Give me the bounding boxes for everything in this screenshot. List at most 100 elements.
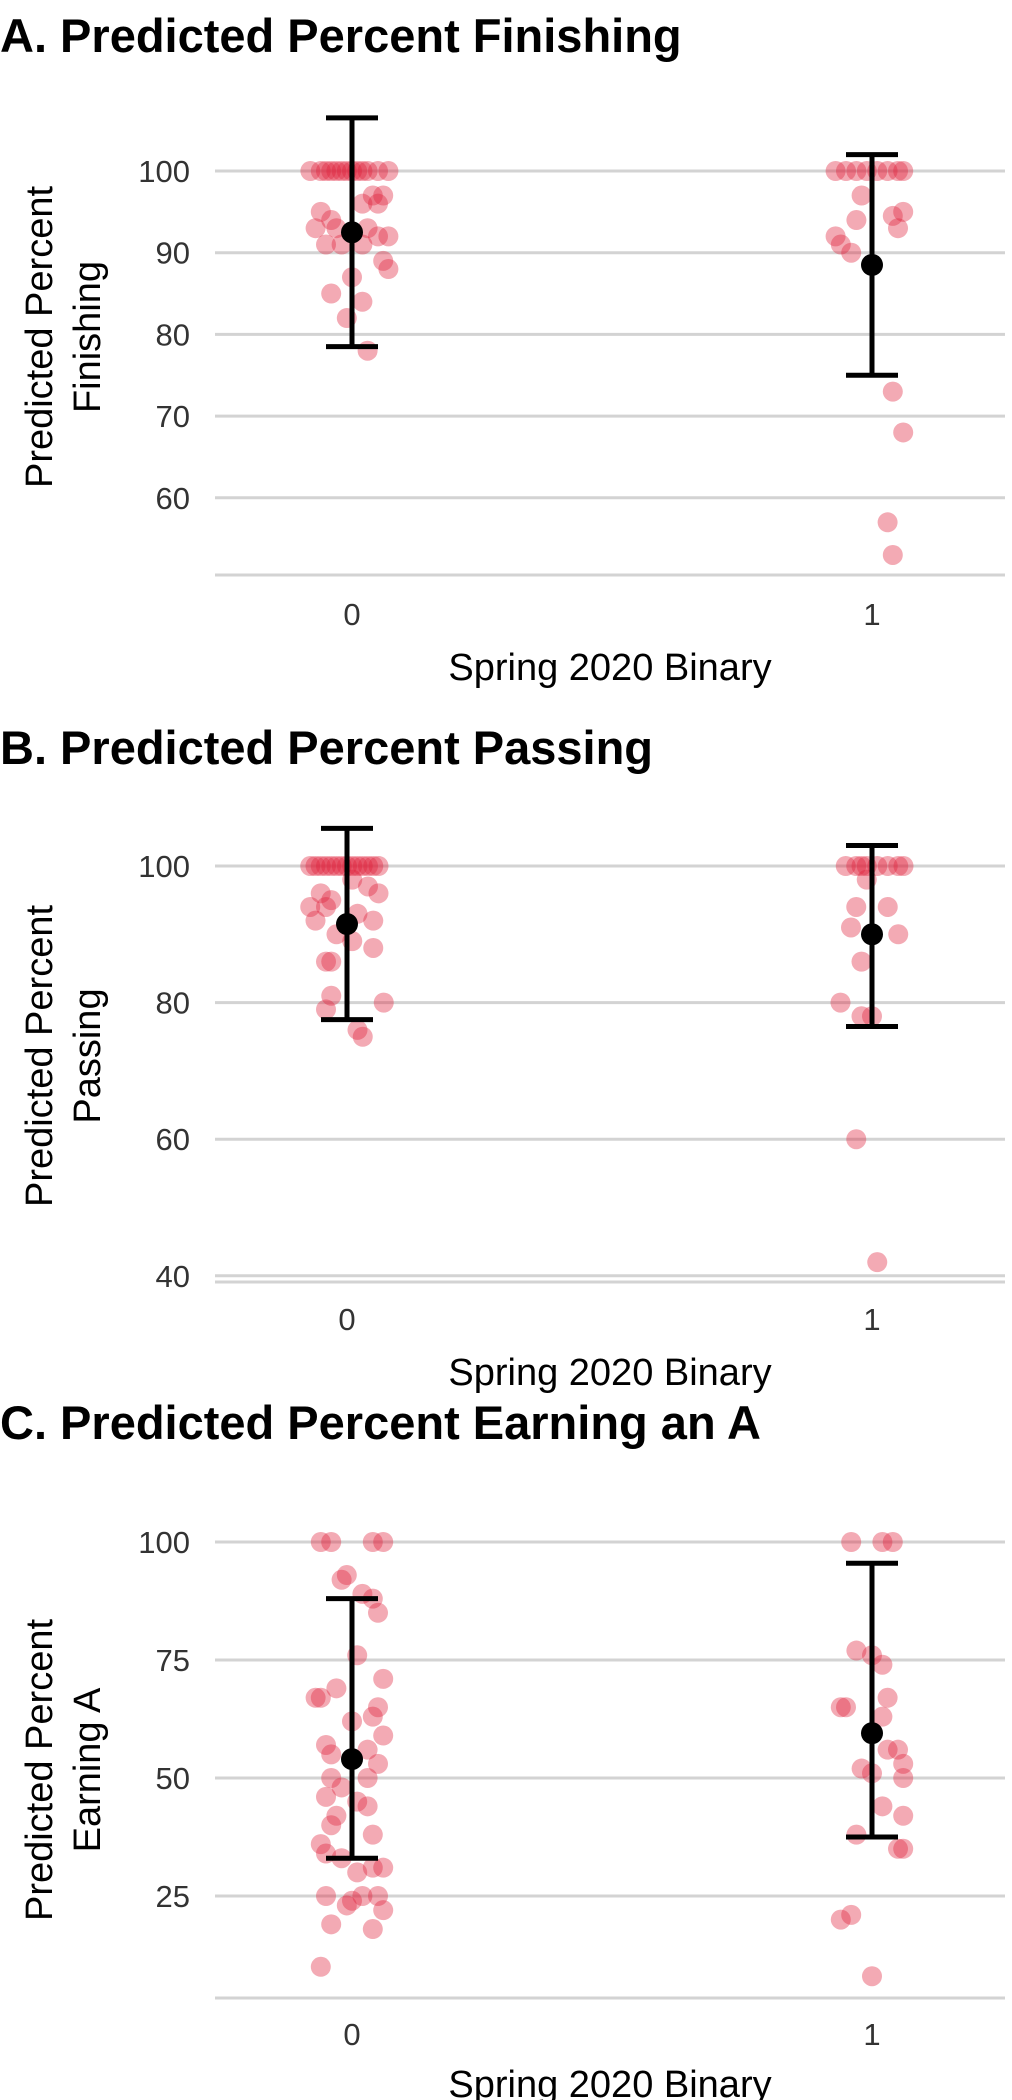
data-point — [305, 910, 326, 931]
data-point — [316, 856, 336, 876]
data-point — [310, 883, 331, 904]
data-point — [362, 1824, 383, 1845]
data-point — [316, 1734, 336, 1755]
x-tick-label: 1 — [863, 597, 880, 632]
data-point — [300, 896, 321, 917]
data-point — [373, 1532, 394, 1552]
data-point — [851, 856, 872, 876]
y-tick-label: 100 — [138, 1525, 190, 1560]
data-point — [877, 512, 898, 533]
data-point — [893, 161, 914, 181]
data-point — [352, 1886, 373, 1906]
y-axis-title: Predicted Percent — [19, 186, 61, 488]
data-point — [347, 1862, 368, 1883]
data-point — [830, 234, 851, 255]
data-point — [888, 218, 908, 239]
x-axis-title: Spring 2020 Binary — [448, 1352, 771, 1394]
chart-title: B. Predicted Percent Passing — [0, 721, 654, 774]
y-tick-label: 60 — [156, 481, 190, 516]
data-point — [310, 1687, 331, 1708]
data-point — [846, 1129, 867, 1150]
data-point — [326, 856, 347, 876]
data-point — [321, 1768, 342, 1788]
data-point — [882, 1532, 903, 1552]
data-point — [830, 1909, 851, 1930]
data-point — [321, 856, 342, 876]
data-point — [310, 201, 331, 222]
x-tick-label: 0 — [338, 1302, 355, 1337]
data-point — [300, 856, 321, 876]
data-point — [362, 1919, 383, 1940]
x-tick-label: 1 — [863, 1302, 880, 1337]
data-point — [841, 917, 861, 938]
data-point — [363, 910, 384, 931]
data-point — [347, 1019, 368, 1040]
data-point — [321, 1815, 342, 1836]
data-point — [321, 283, 342, 304]
data-point — [321, 951, 342, 972]
data-point — [846, 856, 867, 876]
data-point — [836, 1697, 856, 1718]
data-point — [321, 1914, 342, 1935]
chart-passing: 40 60 80 100 0 1 Spring 2020 Binary Predicted P… — [19, 825, 1005, 1394]
data-point — [373, 1900, 394, 1921]
data-point — [316, 999, 336, 1020]
data-point — [877, 896, 898, 917]
data-point — [378, 161, 399, 181]
y-axis-title: Predicted Percent — [19, 1619, 61, 1921]
data-point — [836, 161, 856, 181]
data-point — [888, 924, 909, 945]
data-point — [368, 226, 388, 247]
y-tick-label: 25 — [156, 1879, 190, 1914]
data-point — [352, 291, 373, 312]
data-point — [862, 1966, 882, 1987]
panel-passing: B. Predicted Percent Passing 40 60 80 100 0 1… — [0, 721, 1005, 1394]
data-point — [888, 856, 909, 876]
data-point — [835, 856, 856, 876]
data-point — [825, 161, 846, 181]
data-point — [373, 1857, 394, 1878]
data-point — [893, 1805, 914, 1826]
data-point — [362, 1532, 383, 1552]
data-point — [877, 1739, 898, 1760]
data-point — [310, 1956, 331, 1977]
data-point — [882, 544, 903, 565]
data-point — [362, 1706, 383, 1727]
data-point — [893, 1753, 914, 1774]
data-point — [368, 1602, 388, 1623]
data-point — [846, 1640, 867, 1661]
data-point — [357, 161, 378, 181]
data-point — [357, 1739, 378, 1760]
y-tick-label: 90 — [156, 236, 190, 271]
data-point — [358, 856, 378, 876]
data-point — [336, 1565, 357, 1586]
data-point — [830, 1697, 851, 1718]
data-point — [321, 985, 342, 1006]
data-point — [326, 1805, 347, 1826]
data-point — [882, 381, 903, 402]
y-axis-title: Passing — [67, 988, 109, 1123]
data-point — [877, 161, 898, 181]
x-axis-title: Spring 2020 Binary — [448, 647, 771, 689]
data-point — [316, 161, 336, 181]
data-point — [316, 1786, 336, 1807]
y-axis-title: Finishing — [67, 261, 109, 413]
data-point — [321, 1744, 342, 1765]
data-point — [841, 1904, 862, 1925]
mean-point — [861, 1722, 883, 1745]
data-point — [851, 1006, 872, 1027]
data-point — [352, 856, 373, 876]
data-point — [321, 890, 342, 911]
data-point — [368, 1753, 388, 1774]
data-point — [851, 1758, 872, 1779]
data-point — [316, 1886, 336, 1906]
data-point — [846, 210, 867, 231]
data-point — [882, 205, 903, 226]
data-point — [872, 1796, 893, 1817]
data-point — [378, 259, 399, 280]
data-point — [342, 1890, 362, 1911]
data-point — [310, 1532, 331, 1552]
data-point — [851, 951, 872, 972]
data-point — [877, 1687, 898, 1708]
y-axis-title: Predicted Percent — [19, 905, 61, 1207]
